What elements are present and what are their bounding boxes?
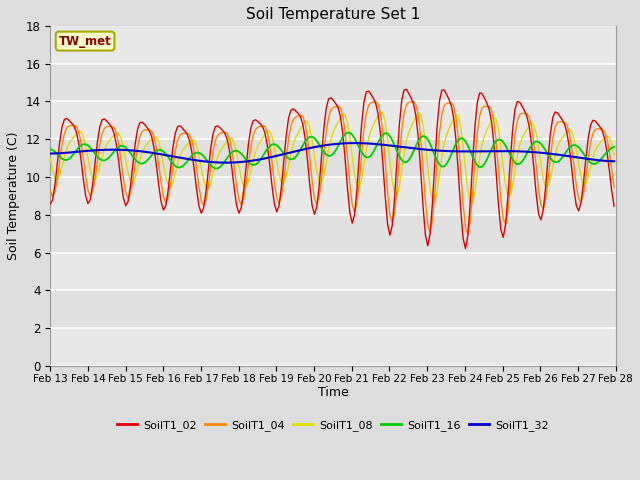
SoilT1_04	[46, 188, 54, 193]
SoilT1_04	[575, 196, 582, 202]
SoilT1_16	[46, 146, 54, 152]
Bar	[50, 26, 616, 64]
SoilT1_02	[403, 87, 410, 93]
SoilT1_04	[611, 185, 618, 191]
Bar	[50, 215, 616, 252]
SoilT1_08	[611, 152, 618, 158]
SoilT1_32	[575, 155, 582, 160]
SoilT1_32	[136, 148, 144, 154]
SoilT1_04	[84, 187, 92, 193]
SoilT1_32	[221, 160, 228, 166]
Legend: SoilT1_02, SoilT1_04, SoilT1_08, SoilT1_16, SoilT1_32: SoilT1_02, SoilT1_04, SoilT1_08, SoilT1_…	[113, 416, 553, 436]
SoilT1_02	[422, 232, 429, 238]
SoilT1_32	[46, 151, 54, 156]
SoilT1_16	[136, 160, 144, 166]
Bar	[50, 177, 616, 215]
SoilT1_32	[70, 149, 77, 155]
SoilT1_08	[422, 140, 429, 146]
SoilT1_16	[575, 144, 582, 150]
SoilT1_16	[240, 154, 248, 159]
SoilT1_08	[377, 109, 385, 115]
SoilT1_04	[464, 231, 472, 237]
SoilT1_02	[461, 246, 469, 252]
Bar	[50, 101, 616, 139]
Bar	[50, 139, 616, 177]
SoilT1_02	[136, 120, 144, 126]
Bar	[50, 252, 616, 290]
SoilT1_16	[212, 166, 220, 171]
SoilT1_16	[424, 136, 431, 142]
SoilT1_04	[422, 197, 429, 203]
SoilT1_16	[344, 130, 351, 135]
SoilT1_02	[84, 201, 92, 206]
SoilT1_08	[237, 176, 245, 181]
SoilT1_08	[46, 155, 54, 161]
SoilT1_16	[611, 144, 618, 150]
SoilT1_02	[46, 201, 54, 207]
SoilT1_08	[136, 157, 144, 163]
SoilT1_02	[237, 204, 245, 210]
SoilT1_16	[84, 143, 92, 148]
SoilT1_04	[237, 202, 245, 208]
SoilT1_16	[70, 151, 77, 156]
Line: SoilT1_08: SoilT1_08	[50, 112, 614, 203]
SoilT1_08	[575, 162, 582, 168]
SoilT1_32	[611, 158, 618, 164]
Line: SoilT1_16: SoilT1_16	[50, 132, 614, 168]
Line: SoilT1_32: SoilT1_32	[50, 143, 614, 163]
SoilT1_04	[136, 134, 144, 140]
SoilT1_08	[84, 155, 92, 161]
SoilT1_32	[84, 148, 92, 154]
SoilT1_02	[575, 208, 582, 214]
SoilT1_04	[70, 122, 77, 128]
Line: SoilT1_02: SoilT1_02	[50, 90, 614, 249]
SoilT1_32	[424, 147, 431, 153]
SoilT1_32	[240, 159, 248, 165]
SoilT1_04	[410, 99, 417, 105]
Title: Soil Temperature Set 1: Soil Temperature Set 1	[246, 7, 420, 22]
SoilT1_02	[70, 123, 77, 129]
SoilT1_08	[468, 200, 476, 205]
Y-axis label: Soil Temperature (C): Soil Temperature (C)	[7, 132, 20, 260]
SoilT1_08	[70, 134, 77, 140]
Bar	[50, 290, 616, 328]
Line: SoilT1_04: SoilT1_04	[50, 102, 614, 234]
SoilT1_32	[351, 140, 358, 146]
Bar	[50, 64, 616, 101]
SoilT1_02	[611, 204, 618, 209]
Bar	[50, 328, 616, 366]
Text: TW_met: TW_met	[59, 35, 111, 48]
X-axis label: Time: Time	[317, 386, 348, 399]
